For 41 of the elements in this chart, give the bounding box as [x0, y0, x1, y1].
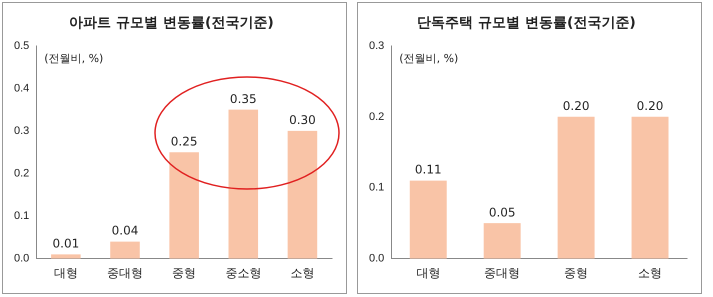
data-label: 0.01	[52, 236, 80, 250]
bar	[228, 110, 258, 259]
y-tick-label: 0.0	[14, 252, 30, 265]
y-tick-label: 0.1	[14, 210, 30, 222]
y-tick-label: 0.2	[368, 110, 384, 123]
bar	[110, 242, 140, 259]
data-label: 0.20	[636, 98, 664, 113]
bar	[51, 254, 81, 259]
data-label: 0.04	[112, 224, 138, 238]
data-label: 0.35	[230, 92, 257, 106]
data-label: 0.05	[488, 205, 516, 220]
x-tick-label: 대형	[416, 266, 440, 280]
chart-title: 아파트 규모별 변동률(전국기준)	[69, 15, 274, 32]
data-label: 0.30	[289, 113, 316, 128]
data-label: 0.11	[414, 162, 442, 177]
x-tick-label: 소형	[638, 266, 662, 280]
annotation: (전월비, %)	[399, 52, 458, 66]
chart-title: 단독주택 규모별 변동률(전국기준)	[417, 15, 636, 32]
y-tick-label: 0.3	[368, 40, 384, 52]
x-tick-label: 중형	[564, 266, 588, 280]
data-label: 0.20	[562, 98, 590, 113]
y-tick-label: 0.5	[14, 40, 30, 52]
bar	[484, 223, 521, 259]
x-tick-label: 소형	[290, 266, 314, 280]
y-tick-label: 0.4	[14, 82, 30, 94]
x-tick-label: 중대형	[107, 266, 144, 280]
bar	[288, 130, 318, 259]
y-tick-label: 0.2	[14, 168, 30, 180]
annotation: (전월비, %)	[44, 52, 104, 66]
y-tick-label: 0.0	[368, 252, 384, 265]
y-tick-label: 0.3	[14, 124, 30, 137]
bar	[632, 116, 669, 259]
bar	[558, 116, 595, 259]
data-label: 0.25	[170, 134, 198, 148]
bar	[410, 180, 447, 259]
x-tick-label: 대형	[54, 266, 78, 280]
x-tick-label: 중소형	[225, 266, 262, 280]
bar	[169, 152, 199, 259]
x-tick-label: 중대형	[484, 266, 520, 280]
y-tick-label: 0.1	[368, 182, 384, 194]
x-tick-label: 중형	[172, 266, 196, 280]
